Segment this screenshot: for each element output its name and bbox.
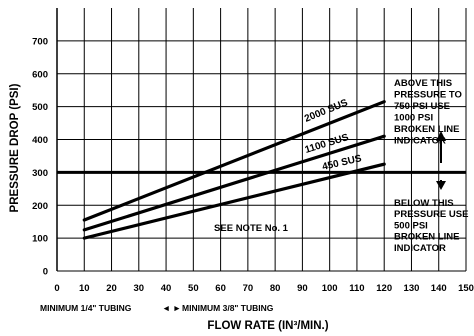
x-tick-label: 10 [79, 283, 90, 294]
annotation-above-line: PRESSURE TO [394, 90, 462, 101]
x-tick-label: 40 [161, 283, 172, 294]
y-tick-label: 200 [32, 201, 48, 212]
down-arrow-head [436, 181, 446, 190]
annotation-above-line: 750 PSI USE [394, 101, 450, 112]
x-tick-label: 130 [404, 283, 420, 294]
x-tick-label: 90 [297, 283, 308, 294]
tubing-left-label: MINIMUM 1/4" TUBING [40, 303, 132, 313]
x-tick-label: 100 [322, 283, 338, 294]
x-tick-label: 50 [188, 283, 199, 294]
annotation-above-line: 1000 PSI [394, 113, 433, 124]
tubing-right-label: MINIMUM 3/8" TUBING [182, 303, 274, 313]
tick-labels: 0 10 20 30 40 50 60 70 80 90 100 110 120 130 140 150 0 10… [32, 36, 474, 294]
annotation-below-line: BROKEN LINE [394, 232, 459, 243]
x-tick-label: 80 [270, 283, 281, 294]
tubing-arrows: ◄ ► [162, 303, 181, 313]
annotation-below-line: INDICATOR [394, 243, 446, 254]
y-tick-label: 100 [32, 234, 48, 245]
series-name-label: 1100 SUS [304, 132, 351, 156]
y-tick-label: 300 [32, 168, 48, 179]
series-lines [84, 102, 384, 238]
series-line [84, 136, 384, 230]
series-name-label: 2000 SUS [303, 97, 350, 124]
y-tick-label: 500 [32, 102, 48, 113]
x-tick-label: 120 [376, 283, 392, 294]
y-axis-label: PRESSURE DROP (PSI) [9, 83, 21, 212]
x-tick-label: 150 [458, 283, 474, 294]
note-label: SEE NOTE No. 1 [214, 223, 289, 234]
annotation-above-line: BROKEN LINE [394, 124, 459, 135]
annotation-above-line: ABOVE THIS [394, 78, 452, 89]
y-tick-label: 700 [32, 36, 48, 47]
x-tick-label: 0 [54, 283, 59, 294]
threshold-arrows [436, 131, 446, 190]
y-tick-label: 600 [32, 69, 48, 80]
x-tick-label: 140 [431, 283, 447, 294]
x-tick-label: 60 [215, 283, 226, 294]
x-tick-label: 70 [243, 283, 254, 294]
x-tick-label: 30 [134, 283, 145, 294]
x-axis-label: FLOW RATE (IN³/MIN.) [207, 320, 328, 332]
annotation-below-line: BELOW THIS [394, 198, 454, 209]
annotation-below-line: PRESSURE USE [394, 209, 468, 220]
x-tick-label: 20 [106, 283, 117, 294]
annotation-below-line: 500 PSI [394, 220, 428, 231]
y-tick-label: 400 [32, 135, 48, 146]
x-tick-label: 110 [349, 283, 364, 294]
y-tick-label: 0 [43, 267, 48, 278]
